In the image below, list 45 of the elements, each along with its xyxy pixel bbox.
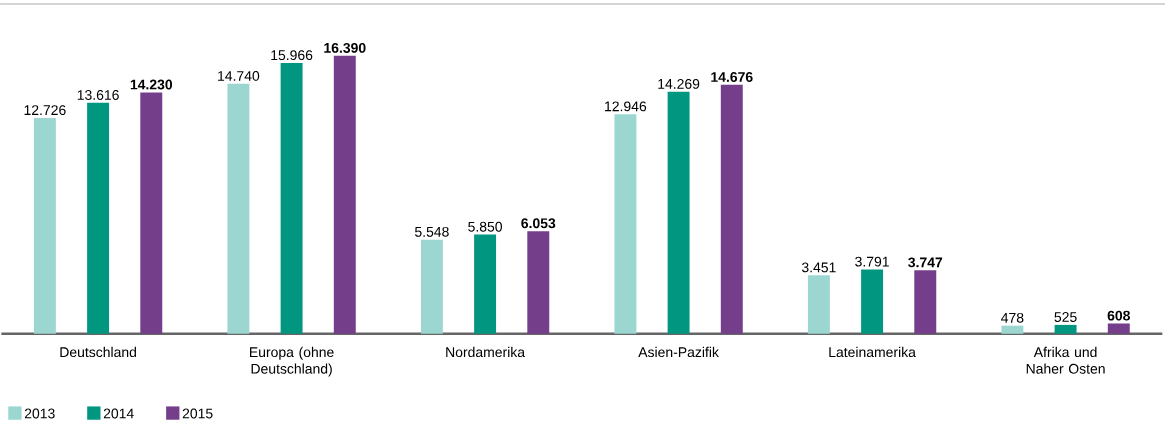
bar <box>720 85 743 335</box>
data-label: 13.616 <box>77 90 119 101</box>
data-label: 3.451 <box>801 262 836 273</box>
data-label: 5.548 <box>414 227 449 237</box>
bar <box>1001 325 1024 335</box>
x-tick-label: Asien-Pazifik <box>638 347 719 358</box>
bar <box>807 275 830 335</box>
bar <box>1107 323 1130 335</box>
data-label: 608 <box>1107 310 1130 321</box>
bar <box>614 114 637 335</box>
data-label: 16.390 <box>324 43 366 54</box>
data-label: 14.269 <box>658 79 700 90</box>
legend-label: 2014 <box>103 408 134 419</box>
bar <box>667 91 690 335</box>
x-tick-label: Lateinamerika <box>829 347 916 358</box>
data-label: 14.230 <box>130 79 173 90</box>
legend-label: 2015 <box>182 408 213 419</box>
bar <box>87 103 110 335</box>
data-label: 3.747 <box>908 257 943 268</box>
data-label: 5.850 <box>468 221 502 232</box>
bar <box>474 234 497 335</box>
data-label: 3.791 <box>855 256 889 267</box>
bar <box>861 269 884 335</box>
x-tick-label: Nordamerika <box>446 347 526 358</box>
bar <box>33 118 56 335</box>
data-label: 14.676 <box>711 72 753 83</box>
bar <box>914 270 937 335</box>
legend-label: 2013 <box>24 408 55 419</box>
bar <box>1054 325 1077 335</box>
data-label: 12.946 <box>605 101 647 112</box>
bar <box>140 92 163 335</box>
data-label: 478 <box>1001 313 1024 323</box>
bar <box>227 84 250 335</box>
data-label: 14.740 <box>218 71 260 82</box>
data-label: 15.966 <box>271 50 313 61</box>
data-label: 6.053 <box>521 218 556 229</box>
x-tick-label: Afrika und Naher Osten <box>1026 347 1105 374</box>
x-tick-label: Deutschland <box>60 347 136 358</box>
data-label: 525 <box>1054 312 1077 323</box>
bar <box>420 239 443 335</box>
bar <box>280 63 303 335</box>
x-tick-label: Europa (ohne Deutschland) <box>250 347 334 377</box>
bar <box>527 231 550 335</box>
data-label: 12.726 <box>24 105 66 116</box>
bar <box>333 56 356 335</box>
